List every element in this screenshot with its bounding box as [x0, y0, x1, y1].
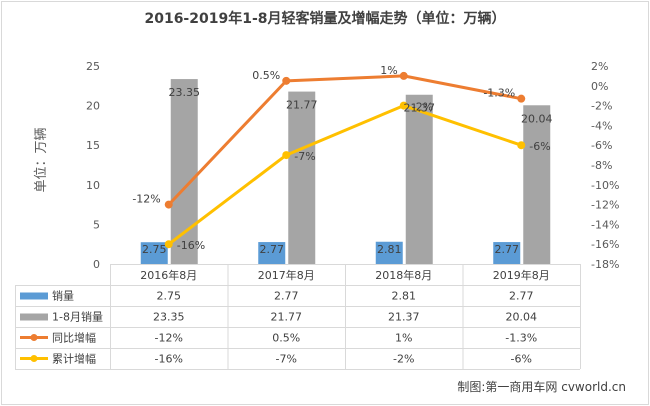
legend-key-marker — [30, 334, 38, 341]
x-category-label: 2017年8月 — [258, 268, 315, 282]
legend-label: 销量 — [52, 289, 74, 303]
table-cell: 2.75 — [157, 290, 182, 303]
table-cell: 21.77 — [271, 311, 303, 324]
label-cumulative-growth: -2% — [412, 101, 433, 114]
table-cell: 0.5% — [272, 332, 300, 345]
y-tick-label: 20 — [86, 100, 100, 113]
table-cell: 2.81 — [392, 290, 417, 303]
y2-tick-label: 2% — [591, 60, 608, 73]
table-cell: -1.3% — [505, 332, 537, 345]
point-yoy-growth — [282, 76, 291, 85]
point-cumulative-growth — [517, 141, 526, 150]
bar-label-cumulative-sales: 21.37 — [404, 102, 436, 115]
table-cell: 21.37 — [388, 311, 420, 324]
bar-label-sales: 2.81 — [377, 243, 402, 256]
label-yoy-growth: 1% — [380, 64, 397, 77]
y2-tick-label: 0% — [591, 80, 608, 93]
bar-sales — [258, 242, 286, 264]
y-tick-label: 5 — [93, 218, 100, 231]
legend-key-sales — [20, 292, 48, 300]
y-tick-label: 15 — [86, 139, 100, 152]
line-cumulative-growth — [167, 104, 522, 246]
x-category-label: 2019年8月 — [493, 268, 550, 282]
y-tick-label: 0 — [93, 258, 100, 271]
table-cell: 2.77 — [509, 290, 534, 303]
point-cumulative-growth — [164, 240, 173, 249]
table-cell: 1% — [395, 332, 412, 345]
label-yoy-growth: -1.3% — [483, 87, 515, 100]
label-yoy-growth: 0.5% — [252, 69, 280, 82]
y-axis-label: 单位：万辆 — [34, 127, 49, 192]
legend-label: 1-8月销量 — [52, 310, 103, 324]
point-cumulative-growth — [282, 151, 291, 160]
y-tick-label: 25 — [86, 60, 100, 73]
label-cumulative-growth: -16% — [177, 239, 205, 252]
bar-cumulative-sales — [523, 105, 551, 264]
bar-cumulative-sales — [288, 91, 316, 264]
legend-key-cumulative-sales — [20, 313, 48, 321]
bar-cumulative-sales — [170, 79, 198, 265]
bar-sales — [375, 241, 403, 264]
bar-label-sales: 2.77 — [260, 243, 285, 256]
chart-title: 2016-2019年1-8月轻客销量及增幅走势（单位：万辆） — [144, 10, 505, 27]
y2-tick-label: -2% — [591, 100, 612, 113]
bar-label-cumulative-sales: 20.04 — [521, 112, 553, 125]
point-cumulative-growth — [399, 101, 408, 110]
legend-label: 同比增幅 — [52, 331, 96, 345]
y2-tick-label: -14% — [591, 218, 619, 231]
table-cell: -2% — [393, 353, 414, 366]
bar-sales — [493, 242, 521, 264]
table-cell: 20.04 — [506, 311, 538, 324]
point-yoy-growth — [399, 71, 408, 80]
label-cumulative-growth: -7% — [294, 150, 315, 163]
point-yoy-growth — [517, 94, 526, 103]
table-cell: 23.35 — [153, 311, 185, 324]
line-yoy-growth — [167, 74, 522, 206]
table-cell: -16% — [155, 353, 183, 366]
bar-label-cumulative-sales: 21.77 — [286, 99, 318, 112]
table-cell: 2.77 — [274, 290, 299, 303]
label-cumulative-growth: -6% — [529, 140, 550, 153]
y2-tick-label: -10% — [591, 179, 619, 192]
y2-tick-label: -16% — [591, 238, 619, 251]
label-yoy-growth: -12% — [132, 193, 160, 206]
y2-tick-label: -6% — [591, 139, 612, 152]
source-caption: 制图:第一商用车网 cvworld.cn — [457, 379, 626, 394]
table-cell: -7% — [276, 353, 297, 366]
bar-label-sales: 2.75 — [142, 243, 167, 256]
y2-tick-label: -18% — [591, 258, 619, 271]
bar-label-sales: 2.77 — [495, 243, 520, 256]
y2-tick-label: -12% — [591, 199, 619, 212]
legend-key-marker — [30, 355, 38, 362]
y2-tick-label: -8% — [591, 159, 612, 172]
bar-label-cumulative-sales: 23.35 — [169, 86, 201, 99]
table-cell: -6% — [511, 353, 532, 366]
bar-cumulative-sales — [405, 94, 433, 264]
legend-label: 累计增幅 — [52, 352, 96, 366]
point-yoy-growth — [164, 200, 173, 209]
table-cell: -12% — [155, 332, 183, 345]
y-tick-label: 10 — [86, 179, 100, 192]
bar-sales — [140, 242, 168, 264]
y2-tick-label: -4% — [591, 119, 612, 132]
x-category-label: 2018年8月 — [375, 268, 432, 282]
x-category-label: 2016年8月 — [140, 268, 197, 282]
